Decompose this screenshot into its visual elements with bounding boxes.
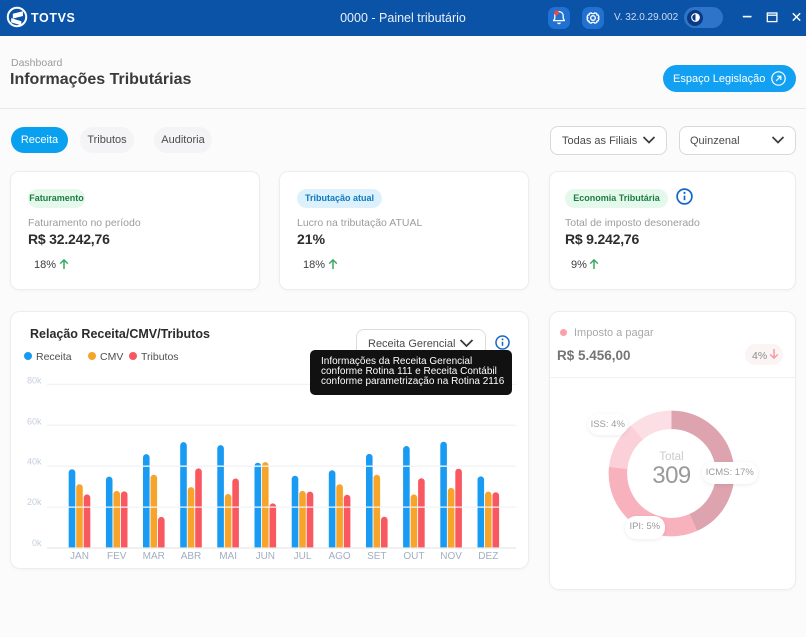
svg-text:0k: 0k xyxy=(32,538,42,548)
svg-text:MAR: MAR xyxy=(143,551,165,562)
svg-text:MAI: MAI xyxy=(219,551,237,562)
svg-text:80k: 80k xyxy=(27,375,42,385)
svg-text:40k: 40k xyxy=(27,457,42,467)
svg-text:NOV: NOV xyxy=(440,551,462,562)
svg-text:OUT: OUT xyxy=(403,551,424,562)
svg-text:AGO: AGO xyxy=(328,551,350,562)
svg-text:JUL: JUL xyxy=(294,551,312,562)
svg-text:JUN: JUN xyxy=(256,551,275,562)
svg-text:60k: 60k xyxy=(27,416,42,426)
svg-text:DEZ: DEZ xyxy=(478,551,498,562)
svg-text:SET: SET xyxy=(367,551,386,562)
svg-text:FEV: FEV xyxy=(107,551,127,562)
svg-text:ABR: ABR xyxy=(181,551,202,562)
svg-text:JAN: JAN xyxy=(70,551,89,562)
svg-text:20k: 20k xyxy=(27,497,42,507)
